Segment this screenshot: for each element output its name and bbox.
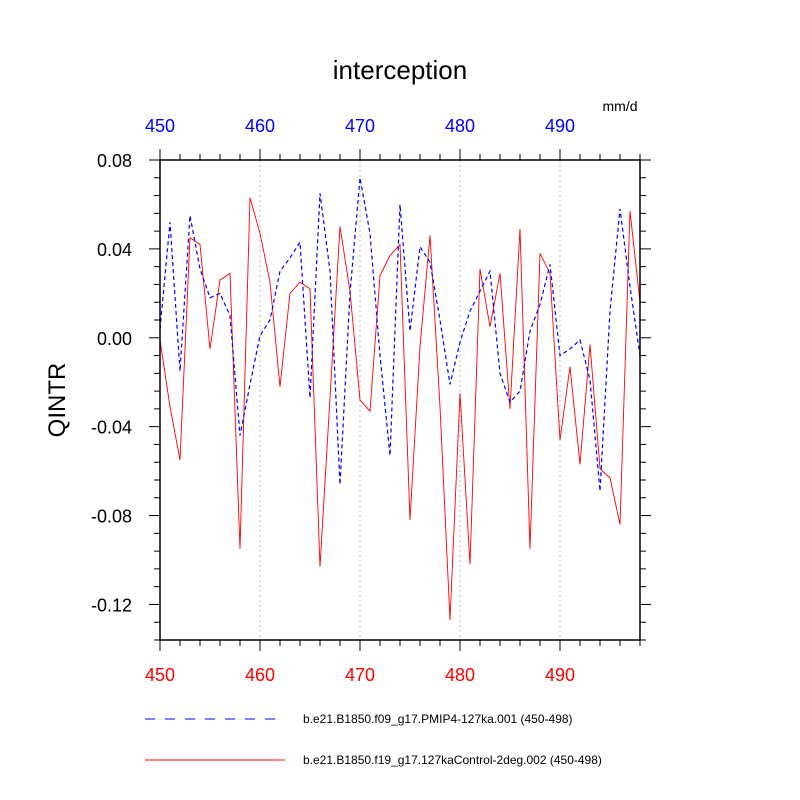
x-top-tick-label: 480 [445, 116, 475, 136]
x-top-tick-label: 450 [145, 116, 175, 136]
y-tick-label: -0.04 [91, 418, 132, 438]
series-line-pmip4 [159, 177, 641, 492]
x-top-tick-label: 490 [545, 116, 575, 136]
x-top-tick-label: 460 [245, 116, 275, 136]
x-top-tick-label: 470 [345, 116, 375, 136]
x-bottom-tick-label: 450 [145, 665, 175, 685]
units-label: mm/d [603, 98, 638, 114]
plot-frame [159, 159, 641, 641]
chart-title: interception [333, 55, 467, 85]
legend-item-pmip4-label: b.e21.B1850.f09_g17.PMIP4-127ka.001 (450… [303, 712, 573, 726]
y-tick-label: 0.00 [97, 329, 132, 349]
series-line-control [159, 197, 641, 621]
legend-item-control-label: b.e21.B1850.f19_g17.127kaControl-2deg.00… [303, 753, 602, 767]
x-bottom-tick-label: 470 [345, 665, 375, 685]
y-tick-label: 0.08 [97, 151, 132, 171]
y-tick-label: -0.12 [91, 595, 132, 615]
x-bottom-tick-label: 490 [545, 665, 575, 685]
y-axis-label: QINTR [44, 363, 71, 438]
x-bottom-tick-label: 480 [445, 665, 475, 685]
x-bottom-tick-label: 460 [245, 665, 275, 685]
y-tick-label: 0.04 [97, 240, 132, 260]
y-tick-label: -0.08 [91, 507, 132, 527]
